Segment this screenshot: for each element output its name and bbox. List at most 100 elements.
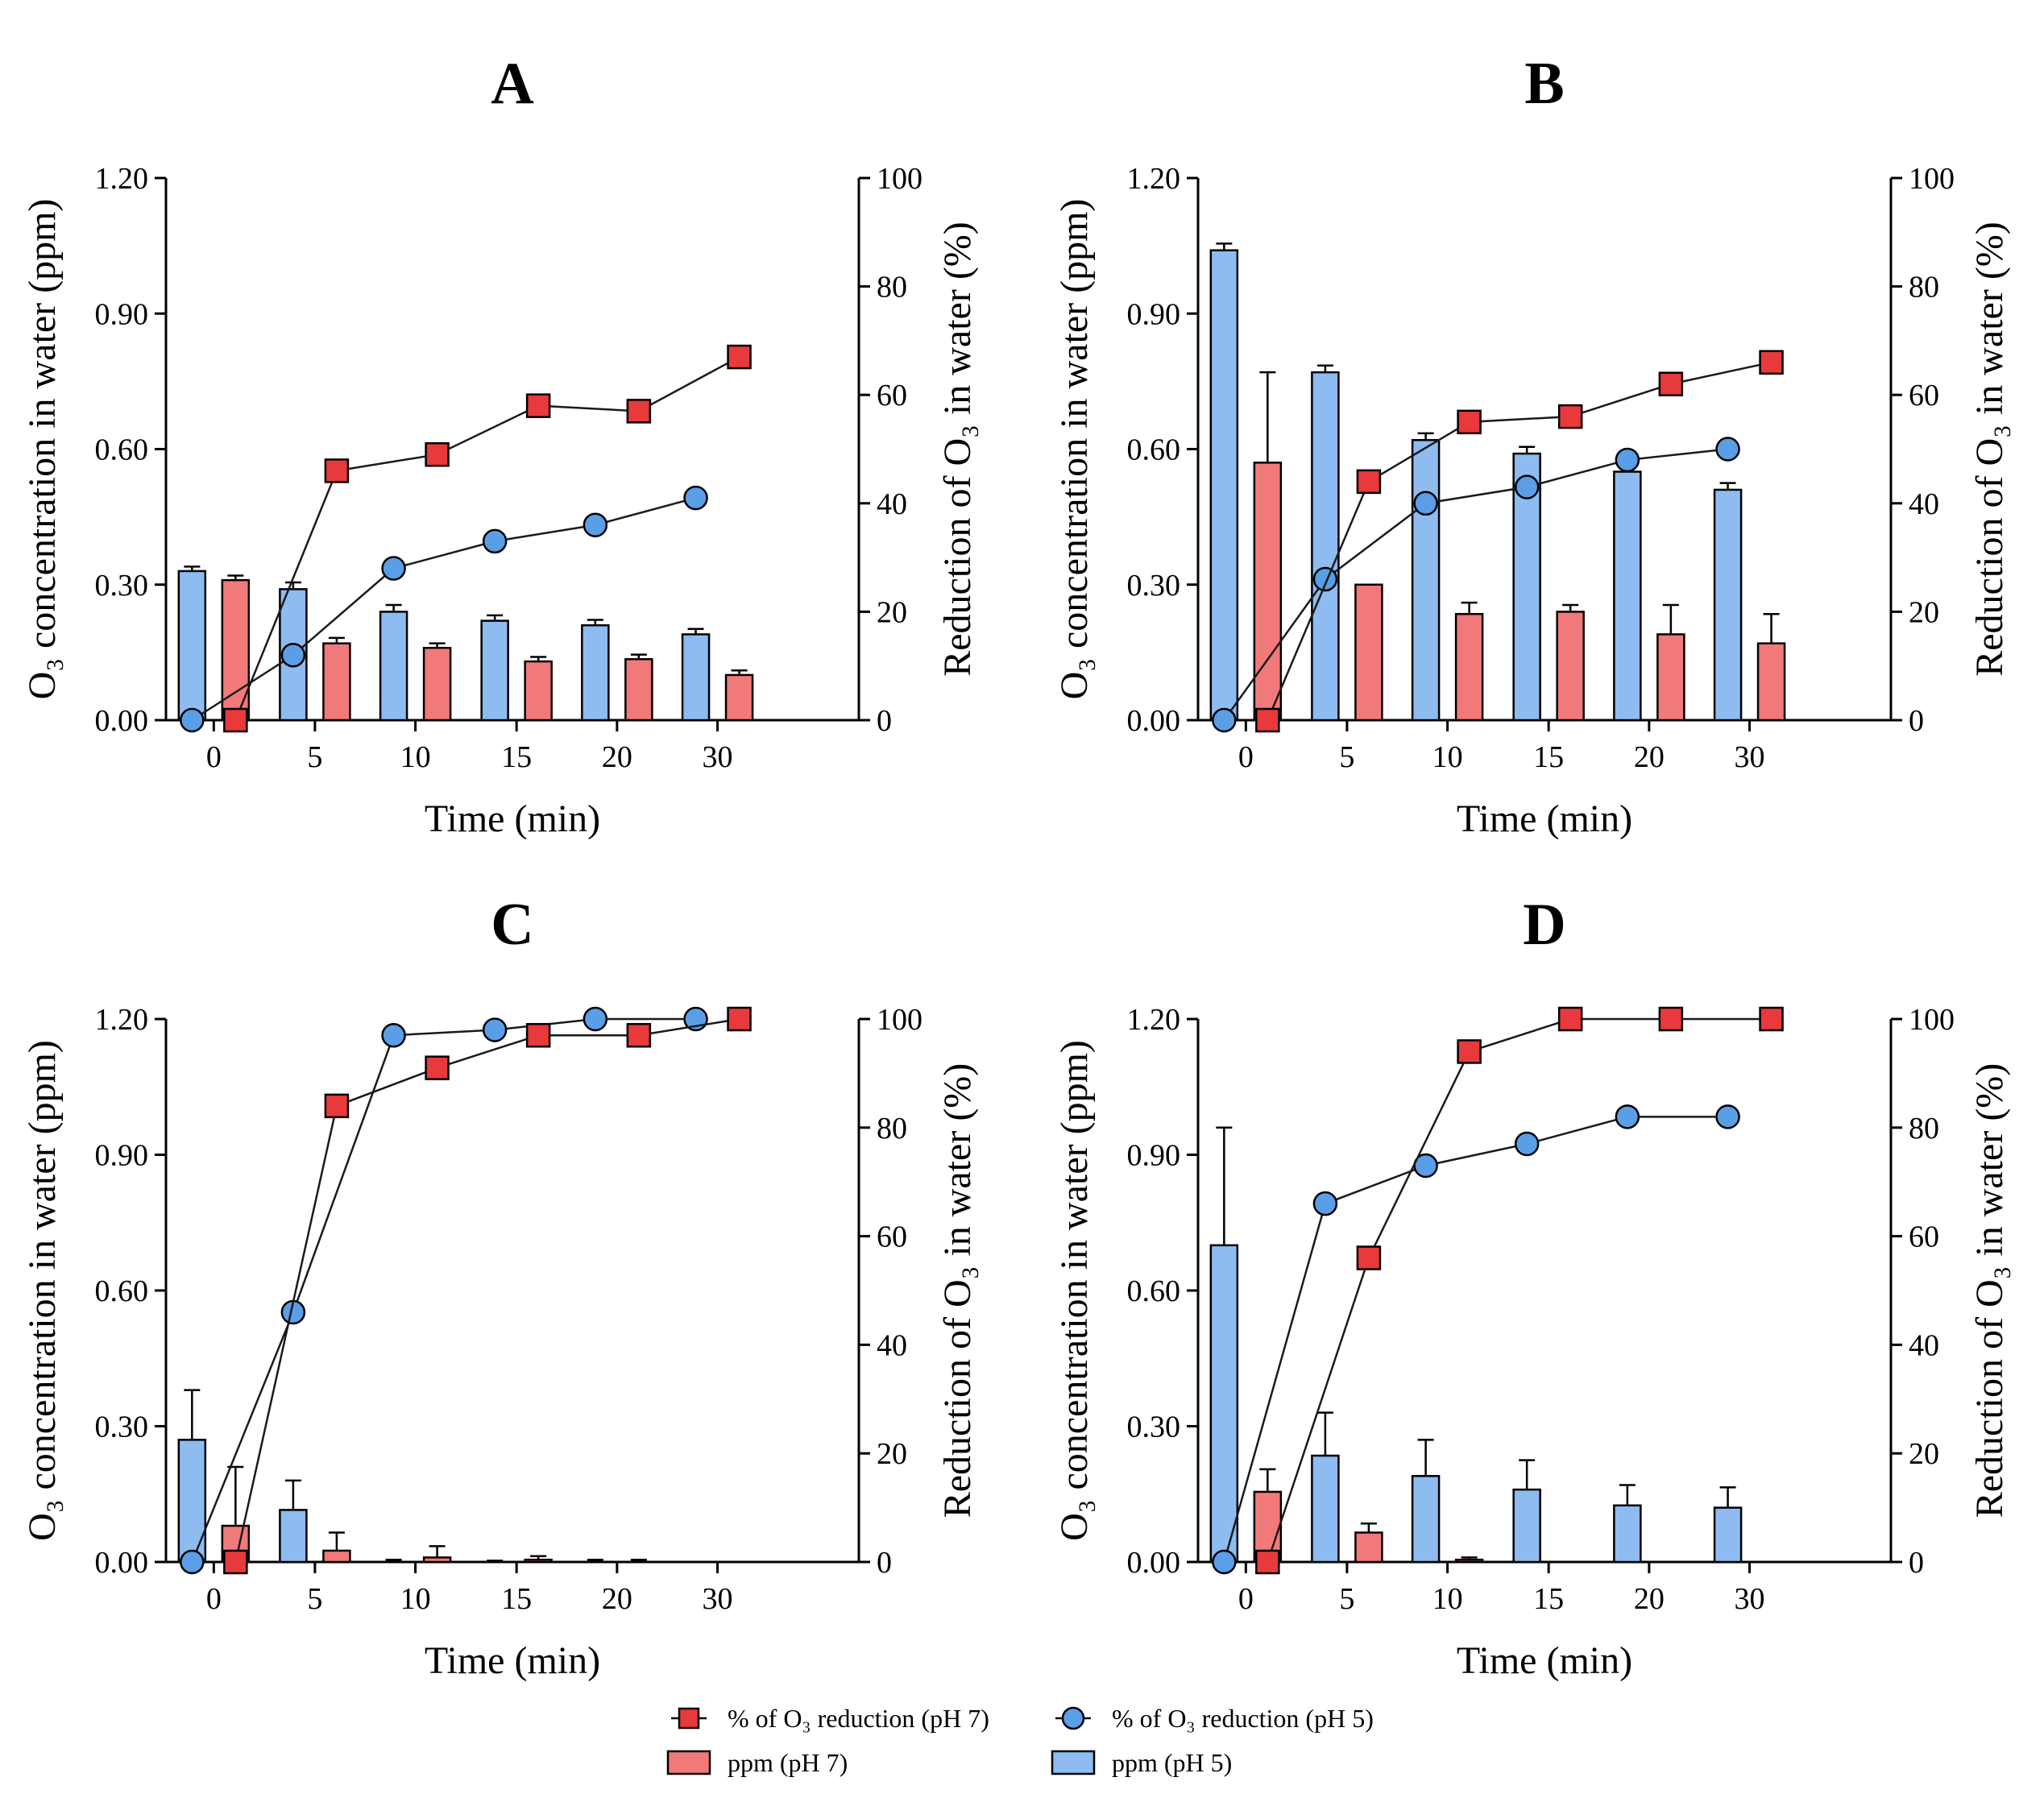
bar-ph7 [1454, 612, 1484, 722]
bar-ph5 [681, 633, 711, 722]
point-ph7 [1759, 1006, 1784, 1032]
legend-circle-marker [1061, 1706, 1085, 1730]
y-axis-label-left: O₃ concentration in water (ppm) [21, 1040, 64, 1541]
point-ph7 [1457, 1039, 1482, 1064]
point-ph7 [1255, 1549, 1280, 1575]
point-ph5 [1212, 1549, 1237, 1575]
legend-label: % of O₃ reduction (pH 7) [728, 1704, 989, 1733]
y-left-tick-label: 0.90 [95, 1139, 149, 1173]
y-right-tick-label: 60 [877, 379, 907, 412]
point-ph5 [1413, 491, 1438, 516]
bar-ph7 [1656, 633, 1685, 722]
point-ph5 [381, 1022, 406, 1048]
x-axis-label: Time (min) [425, 798, 600, 840]
y-right-tick-label: 40 [877, 1328, 907, 1362]
x-tick-label: 5 [1339, 1582, 1354, 1616]
point-ph5 [482, 1017, 508, 1042]
point-ph7 [1658, 1006, 1684, 1032]
x-tick-label: 5 [307, 1582, 322, 1616]
y-right-tick-label: 80 [1909, 271, 1939, 304]
bar-ph7 [1454, 1558, 1484, 1564]
y-left-tick-label: 0.00 [1127, 704, 1181, 738]
x-tick-label: 10 [400, 1582, 431, 1616]
legend-label: ppm (pH 7) [728, 1748, 848, 1777]
y-right-tick-label: 0 [1909, 704, 1924, 738]
point-ph7 [727, 344, 752, 370]
bar-ph5 [1209, 1244, 1239, 1564]
y-left-tick-label: 0.00 [1127, 1546, 1181, 1580]
x-tick-label: 10 [400, 740, 431, 774]
point-ph7 [525, 1022, 551, 1048]
y-right-tick-label: 20 [877, 1437, 907, 1471]
y-left-tick-label: 0.60 [1127, 1274, 1181, 1308]
point-ph7 [626, 1022, 652, 1048]
y-axis-label-right: Reduction of O₃ in water (%) [936, 1063, 979, 1518]
y-left-tick-label: 1.20 [1127, 162, 1181, 196]
x-tick-label: 15 [1533, 1582, 1564, 1616]
bar-ph5 [1613, 470, 1642, 722]
y-left-tick-label: 0.30 [1127, 569, 1181, 603]
x-axis-label: Time (min) [1457, 1639, 1632, 1682]
panel-a: A 0.00 0.30 0.60 0.90 1.20 0 20 40 60 80 100 0 5 10 15 2… [21, 51, 979, 840]
x-tick-label: 20 [1634, 1582, 1665, 1616]
y-right-tick-label: 80 [877, 271, 907, 304]
x-axis-label: Time (min) [1457, 798, 1632, 840]
bar-ph7 [322, 642, 351, 722]
y-left-tick-label: 0.30 [95, 569, 149, 603]
x-tick-label: 15 [1533, 740, 1564, 774]
bar-ph5 [1713, 1506, 1743, 1564]
y-right-tick-label: 100 [1909, 162, 1955, 196]
x-tick-label: 30 [1735, 740, 1765, 774]
x-tick-label: 20 [602, 1582, 632, 1616]
point-ph7 [1658, 371, 1684, 396]
bar-ph7 [1253, 462, 1283, 722]
x-tick-label: 0 [206, 1582, 222, 1616]
point-ph7 [425, 441, 450, 467]
line-ph7 [234, 355, 740, 721]
y-right-tick-label: 100 [877, 1003, 922, 1037]
x-tick-label: 30 [1735, 1582, 1765, 1616]
y-right-tick-label: 20 [1909, 1437, 1939, 1471]
point-ph7 [223, 1549, 248, 1575]
bar-ph5 [480, 619, 509, 722]
y-right-tick-label: 40 [1909, 1328, 1939, 1362]
y-right-tick-label: 100 [877, 162, 922, 196]
bar-ph7 [624, 658, 653, 722]
line-ph7 [1267, 1017, 1772, 1563]
y-right-tick-label: 60 [1909, 1220, 1939, 1254]
y-right-tick-label: 20 [877, 595, 907, 629]
panel-title: B [1524, 51, 1564, 117]
line-ph7 [1267, 361, 1772, 721]
x-tick-label: 10 [1432, 1582, 1463, 1616]
y-axis-label-left: O₃ concentration in water (ppm) [21, 199, 64, 700]
x-tick-label: 0 [206, 740, 222, 774]
y-axis-label-left: O₃ concentration in water (ppm) [1053, 1040, 1096, 1541]
bar-ph5 [1411, 1475, 1441, 1564]
point-ph7 [324, 458, 350, 483]
point-ph5 [1514, 1131, 1540, 1157]
y-left-tick-label: 0.90 [1127, 1139, 1181, 1173]
x-tick-label: 20 [602, 740, 632, 774]
line-ph7 [234, 1017, 740, 1563]
bar-ph5 [1411, 439, 1441, 722]
point-ph7 [727, 1006, 752, 1032]
x-tick-label: 15 [501, 740, 532, 774]
x-axis-label: Time (min) [425, 1639, 600, 1682]
y-left-tick-label: 1.20 [95, 162, 149, 196]
legend-bar-ph5 [1051, 1750, 1096, 1775]
bar-ph5 [279, 1509, 308, 1564]
y-left-tick-label: 0.90 [95, 297, 149, 331]
y-right-tick-label: 80 [1909, 1112, 1939, 1146]
bar-ph5 [177, 1439, 207, 1564]
bar-ph5 [1613, 1504, 1642, 1564]
y-right-tick-label: 0 [877, 1546, 892, 1580]
bar-ph5 [581, 624, 610, 722]
y-right-tick-label: 0 [1909, 1546, 1924, 1580]
point-ph7 [223, 707, 248, 733]
y-left-tick-label: 0.60 [1127, 433, 1181, 467]
y-left-tick-label: 0.60 [95, 433, 149, 467]
y-right-tick-label: 60 [877, 1220, 907, 1254]
y-right-tick-label: 80 [877, 1112, 907, 1146]
point-ph7 [525, 393, 551, 418]
